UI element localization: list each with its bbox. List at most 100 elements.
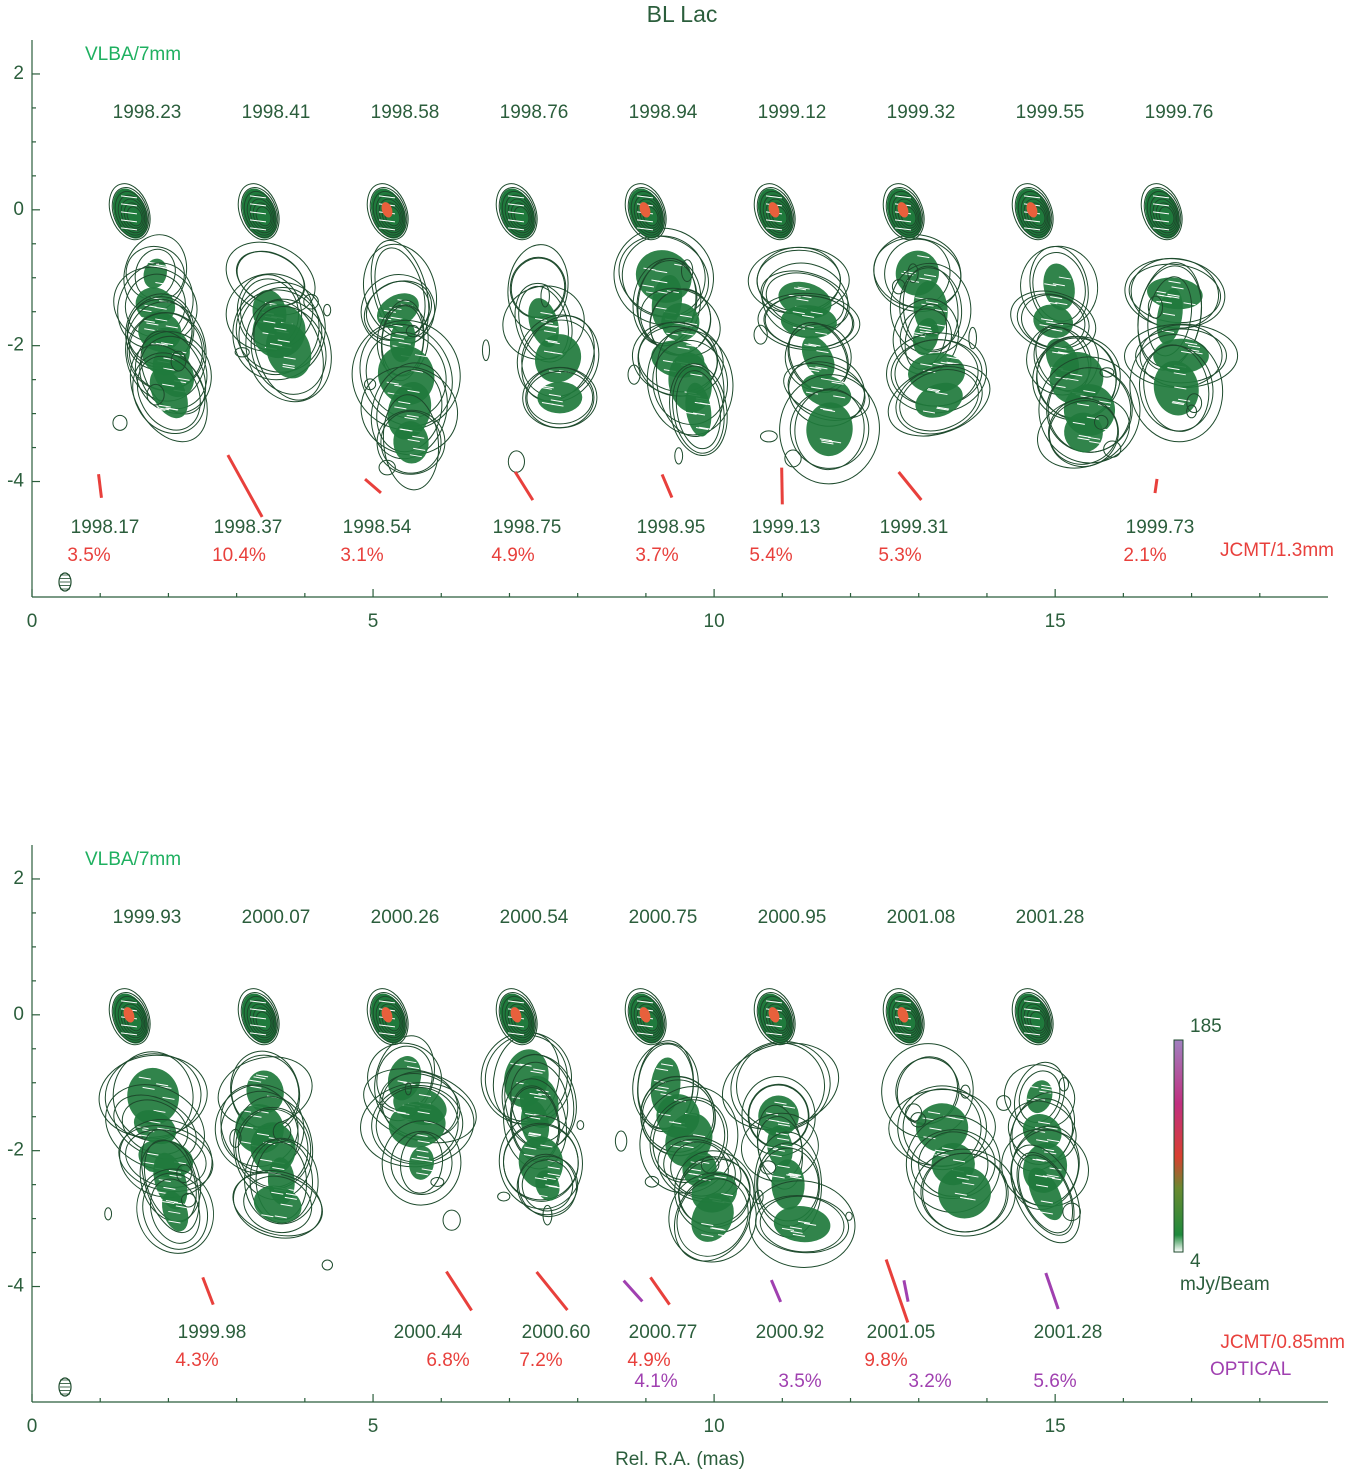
x-axis-label: Rel. R.A. (mas) (615, 1449, 745, 1470)
pol-epoch: 2000.60 (522, 1322, 591, 1343)
vlba-epoch: 1999.55 (1016, 102, 1085, 123)
pol-epoch: 2000.44 (394, 1322, 463, 1343)
contour (364, 379, 375, 390)
contour (443, 1210, 460, 1230)
polarization-vector (203, 1277, 213, 1304)
x-tick-label: 0 (27, 1416, 38, 1437)
vlba-map (473, 983, 589, 1225)
contour (997, 1096, 1011, 1111)
vlba-epoch: 2000.26 (371, 907, 440, 928)
vlba-map (482, 178, 614, 472)
contour (615, 1131, 626, 1151)
vlba-map (1003, 178, 1146, 480)
vlba-map (333, 178, 479, 492)
jet-emission (140, 256, 170, 292)
pol-epoch: 2001.28 (1034, 1322, 1103, 1343)
polarization-percent: 3.5% (67, 545, 110, 566)
vlba-map (354, 983, 485, 1230)
polarization-percent: 5.6% (1033, 1371, 1076, 1392)
polarization-vector (624, 1281, 643, 1302)
vlba-map (597, 178, 740, 464)
pol-epoch: 1998.17 (71, 517, 140, 538)
polarization-vector (662, 474, 672, 497)
polarization-percent: 4.9% (491, 545, 534, 566)
contour (675, 448, 683, 464)
contour (322, 1260, 332, 1270)
instrument-label: VLBA/7mm (85, 44, 181, 65)
polarization-percent: 5.4% (749, 545, 792, 566)
polarization-vector (99, 474, 102, 498)
polarization-vector (1046, 1273, 1058, 1309)
contour (577, 1121, 584, 1130)
vlba-map (214, 178, 345, 414)
y-tick-label: 2 (13, 868, 24, 889)
contour (498, 1192, 510, 1201)
pol-epoch: 1999.73 (1126, 517, 1195, 538)
polarization-vector (365, 479, 381, 493)
polarization-vector (446, 1272, 471, 1311)
chart-title: BL Lac (647, 1, 718, 27)
vlba-epoch: 1998.23 (113, 102, 182, 123)
contour (113, 415, 127, 430)
polarization-percent: 3.2% (908, 1371, 951, 1392)
y-tick-label: -4 (7, 1276, 24, 1297)
jet-emission (249, 1180, 306, 1228)
x-tick-label: 15 (1045, 611, 1066, 632)
vlba-epoch: 1999.76 (1145, 102, 1214, 123)
pol-epoch: 1998.75 (493, 517, 562, 538)
polarization-vector (515, 472, 533, 500)
y-tick-label: 0 (13, 1004, 24, 1025)
polarization-percent: 3.1% (340, 545, 383, 566)
vlba-epoch: 1999.32 (887, 102, 956, 123)
polarization-vector (899, 472, 922, 500)
vlba-epoch: 2000.54 (500, 907, 569, 928)
jet-emission (1039, 261, 1079, 314)
pol-epoch: 2000.77 (629, 1322, 698, 1343)
vlba-map (200, 983, 333, 1270)
x-tick-label: 10 (704, 611, 725, 632)
x-tick-label: 0 (27, 611, 38, 632)
colorbar-tick-label: 185 (1190, 1016, 1222, 1037)
contour (431, 1177, 444, 1186)
contour (324, 304, 331, 315)
polarization-percent: 4.3% (175, 1350, 218, 1371)
contour (508, 451, 524, 472)
pol-epoch: 1999.98 (178, 1322, 247, 1343)
contour (105, 1208, 112, 1220)
jet-emission (772, 1204, 832, 1245)
x-tick-label: 5 (368, 1416, 379, 1437)
polarization-vector (650, 1277, 669, 1304)
y-tick-label: -2 (7, 1140, 24, 1161)
vlba-map (870, 983, 1018, 1239)
colorbar (1174, 1040, 1183, 1252)
polarization-percent: 6.8% (426, 1350, 469, 1371)
vlba-epoch: 1998.94 (629, 102, 698, 123)
pol-epoch: 1998.54 (343, 517, 412, 538)
pol-epoch: 1999.31 (880, 517, 949, 538)
vlba-map (615, 983, 772, 1278)
contour (760, 431, 777, 442)
polarization-vector (904, 1280, 908, 1301)
y-tick-label: 2 (13, 63, 24, 84)
vlba-epoch: 2000.95 (758, 907, 827, 928)
vlba-epoch: 2000.75 (629, 907, 698, 928)
polarization-percent: 3.5% (778, 1371, 821, 1392)
vlba-map (866, 178, 1000, 450)
x-tick-label: 10 (704, 1416, 725, 1437)
instrument-label: VLBA/7mm (85, 849, 181, 870)
x-tick-label: 15 (1045, 1416, 1066, 1437)
jet-emission (804, 400, 855, 458)
pol-epoch: 2000.92 (756, 1322, 825, 1343)
pol-epoch: 2001.05 (867, 1322, 936, 1343)
vlba-epoch: 1998.41 (242, 102, 311, 123)
polarization-vector (771, 1280, 780, 1302)
contour (969, 327, 977, 348)
legend-entry: JCMT/0.85mm (1220, 1332, 1345, 1353)
pol-epoch: 1998.37 (214, 517, 283, 538)
colorbar-tick-label: 4 (1190, 1251, 1201, 1272)
vlba-epoch: 1999.12 (758, 102, 827, 123)
jet-emission (1023, 1077, 1057, 1117)
vlba-map (747, 178, 884, 488)
polarization-percent: 7.2% (519, 1350, 562, 1371)
vlba-epoch: 2001.08 (887, 907, 956, 928)
